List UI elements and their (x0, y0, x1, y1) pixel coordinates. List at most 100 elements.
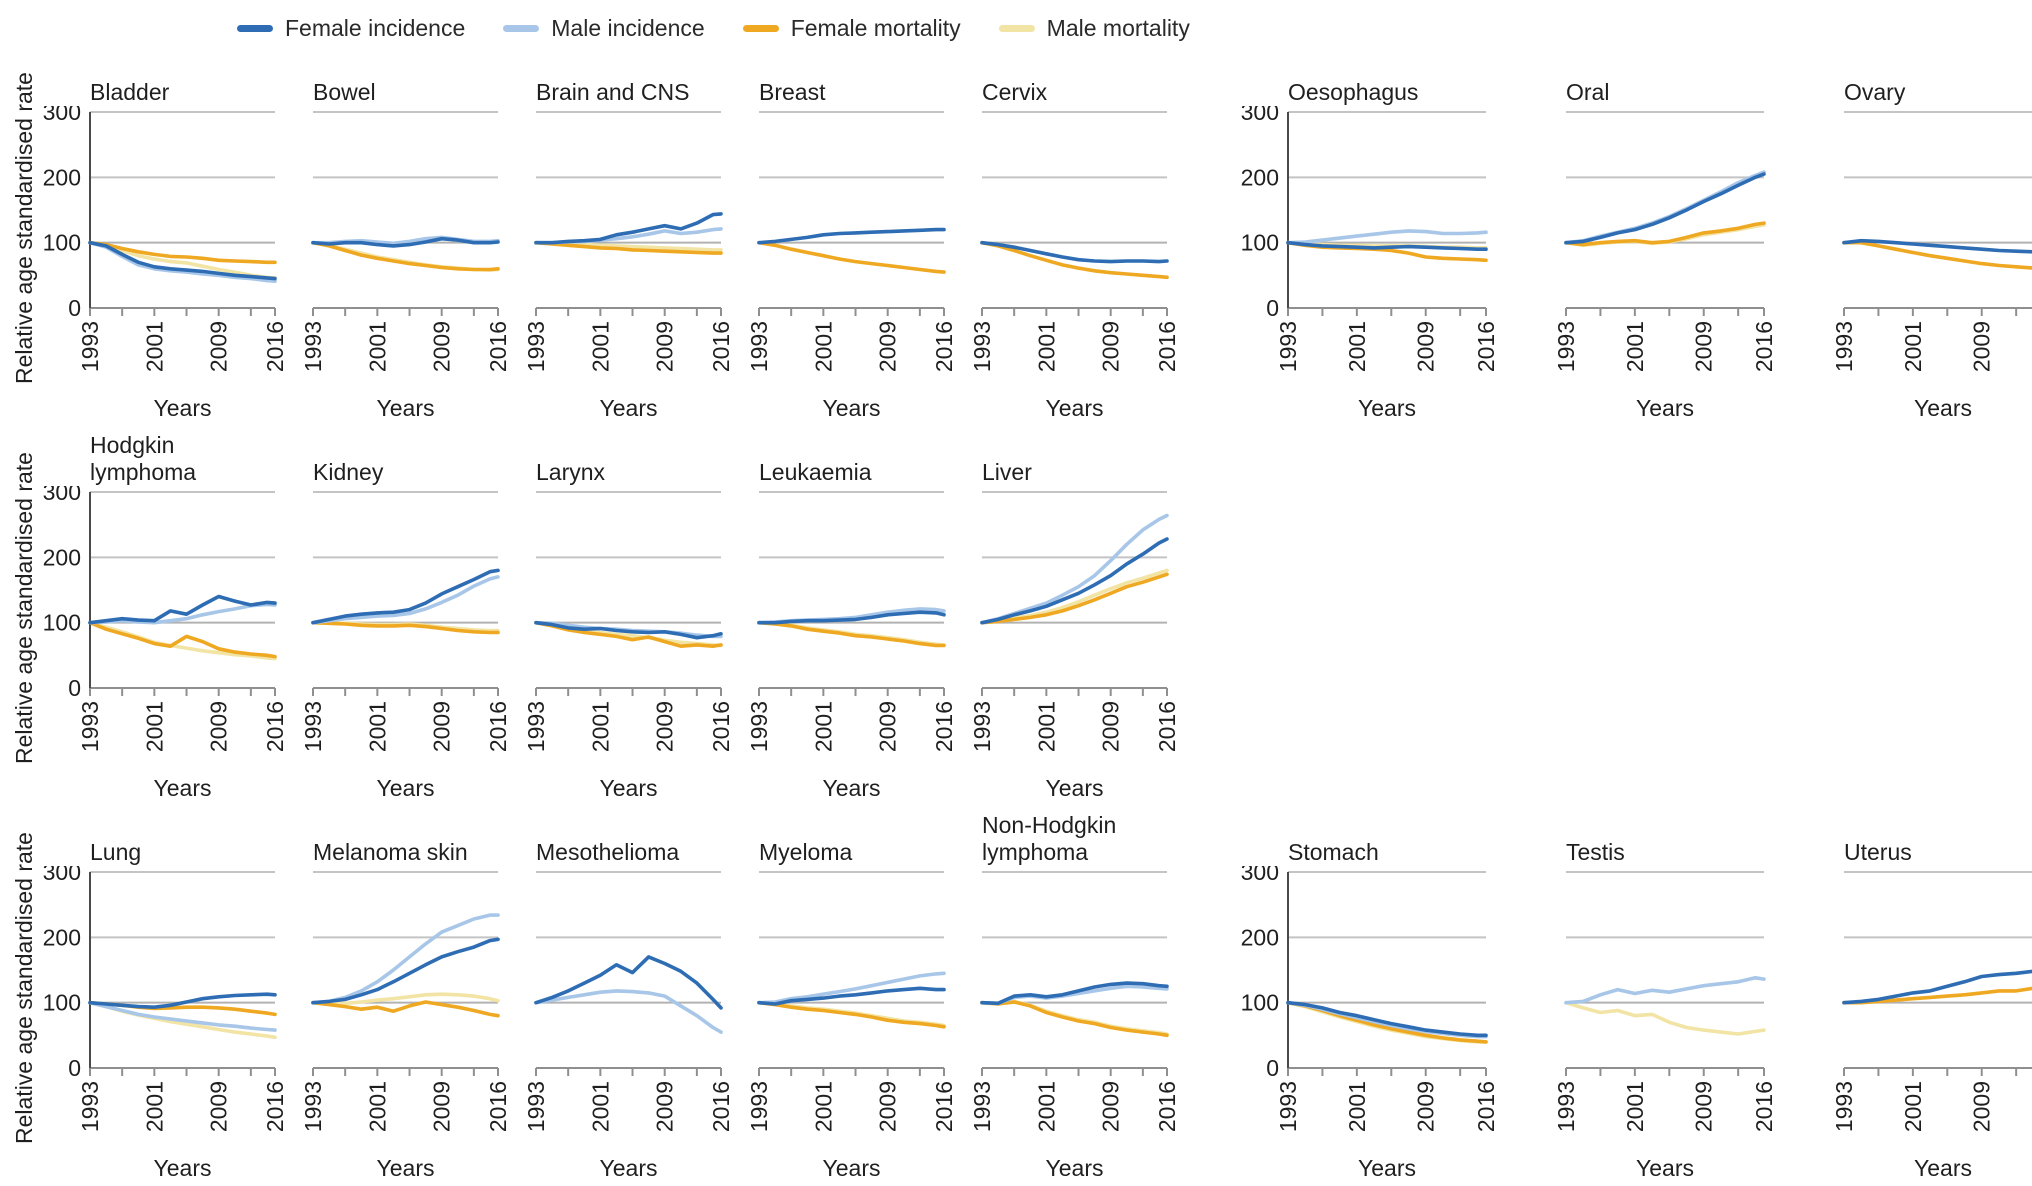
svg-text:Years: Years (823, 1155, 881, 1181)
svg-text:2009: 2009 (206, 1081, 232, 1132)
legend-label: Female incidence (285, 14, 466, 41)
svg-text:0: 0 (1266, 1055, 1279, 1081)
svg-text:200: 200 (1241, 164, 1279, 190)
chart-panel: Oesophagus 0 100 200 300 1993 2001 2009 2016 Year… (1240, 48, 1494, 426)
svg-text:Years: Years (377, 395, 435, 421)
svg-text:2009: 2009 (206, 321, 232, 372)
svg-text:100: 100 (1241, 990, 1279, 1016)
chart-panel: Bowel 1993 2001 2009 2016 Years (303, 48, 506, 426)
svg-text:Years: Years (1046, 395, 1104, 421)
legend-label: Male mortality (1046, 14, 1190, 41)
svg-text:2001: 2001 (1622, 1081, 1648, 1132)
panel-plot: 1993 2001 2009 2016 Years (749, 871, 952, 1181)
panel-group-row1-left: Bladder 0 100 200 300 1993 2001 2009 2016 Years Bo… (42, 48, 1195, 426)
panel-title: Ovary (1844, 79, 1906, 105)
svg-text:2016: 2016 (931, 701, 952, 752)
svg-text:300: 300 (43, 486, 81, 505)
svg-text:2016: 2016 (1154, 701, 1175, 752)
panel-plot: 1993 2001 2009 2016 Years (1556, 111, 1772, 421)
svg-text:2016: 2016 (485, 701, 506, 752)
panel-plot: 1993 2001 2009 2016 Years (303, 871, 506, 1181)
chart-panel: Myeloma 1993 2001 2009 2016 Years (749, 808, 952, 1186)
panel-group-row3-left: Lung 0 100 200 300 1993 2001 2009 2016 Years Melan… (42, 808, 1195, 1186)
svg-text:2009: 2009 (1969, 1081, 1995, 1132)
svg-text:1993: 1993 (77, 321, 103, 372)
svg-text:1993: 1993 (1275, 1081, 1301, 1132)
chart-panel: Ovary 1993 2001 2009 2016 Years (1834, 48, 2032, 426)
svg-text:2009: 2009 (429, 701, 455, 752)
panel-title: Hodgkin lymphoma (90, 432, 197, 485)
legend: Female incidence Male incidence Female mor… (237, 10, 2032, 46)
svg-text:Years: Years (1358, 1155, 1416, 1181)
svg-text:300: 300 (1241, 106, 1279, 125)
svg-text:2016: 2016 (2029, 1081, 2032, 1132)
svg-text:2001: 2001 (141, 701, 167, 752)
panel-plot: 0 100 200 300 1993 2001 2009 2016 Years (43, 866, 283, 1181)
svg-text:Years: Years (154, 775, 212, 801)
svg-text:Years: Years (377, 1155, 435, 1181)
svg-text:Years: Years (1046, 1155, 1104, 1181)
chart-panel: Non-Hodgkin lymphoma 1993 2001 2009 2016 Year… (972, 808, 1175, 1186)
svg-text:Years: Years (823, 395, 881, 421)
svg-text:2001: 2001 (141, 321, 167, 372)
svg-text:0: 0 (68, 675, 81, 701)
svg-text:2016: 2016 (1473, 1081, 1494, 1132)
svg-text:300: 300 (43, 866, 81, 885)
panel-title: Non-Hodgkin lymphoma (982, 812, 1117, 865)
panel-title: Bowel (313, 79, 376, 105)
svg-text:2016: 2016 (485, 321, 506, 372)
chart-panel: Liver 1993 2001 2009 2016 Years (972, 428, 1175, 806)
svg-text:2009: 2009 (1098, 321, 1124, 372)
svg-text:1993: 1993 (749, 701, 772, 752)
panel-plot: 1993 2001 2009 2016 Years (972, 111, 1175, 421)
panel-plot: 1993 2001 2009 2016 Years (972, 491, 1175, 801)
panel-title: Bladder (90, 79, 170, 105)
svg-text:1993: 1993 (526, 321, 549, 372)
svg-text:Years: Years (1046, 775, 1104, 801)
panel-title: Cervix (982, 79, 1048, 105)
svg-text:Years: Years (377, 775, 435, 801)
svg-text:2009: 2009 (1413, 1081, 1439, 1132)
panel-title: Oesophagus (1288, 79, 1419, 105)
chart-panel: Breast 1993 2001 2009 2016 Years (749, 48, 952, 426)
svg-text:2016: 2016 (262, 1081, 283, 1132)
svg-text:2016: 2016 (708, 321, 729, 372)
svg-text:0: 0 (68, 295, 81, 321)
svg-text:Years: Years (600, 1155, 658, 1181)
figure: Female incidence Male incidence Female mor… (0, 10, 2032, 1184)
chart-panel: Bladder 0 100 200 300 1993 2001 2009 2016 Years (42, 48, 283, 426)
panel-plot: 0 100 200 300 1993 2001 2009 2016 Years (43, 486, 283, 801)
svg-text:300: 300 (1241, 866, 1279, 885)
panel-plot: 1993 2001 2009 2016 Years (303, 111, 506, 421)
panel-group-row1-right: Oesophagus 0 100 200 300 1993 2001 2009 2016 Year… (1240, 48, 2032, 426)
chart-panel: Melanoma skin 1993 2001 2009 2016 Years (303, 808, 506, 1186)
panel-title: Liver (982, 459, 1032, 485)
panel-title: Oral (1566, 79, 1610, 105)
svg-text:2009: 2009 (652, 321, 678, 372)
panel-plot: 1993 2001 2009 2016 Years (749, 111, 952, 421)
svg-text:Years: Years (600, 395, 658, 421)
svg-text:1993: 1993 (972, 1081, 995, 1132)
panel-title: Myeloma (759, 839, 853, 865)
chart-panel: Leukaemia 1993 2001 2009 2016 Years (749, 428, 952, 806)
svg-text:2001: 2001 (1033, 321, 1059, 372)
panel-title: Larynx (536, 459, 606, 485)
svg-text:1993: 1993 (749, 1081, 772, 1132)
legend-label: Female mortality (790, 14, 961, 41)
svg-text:Years: Years (823, 775, 881, 801)
svg-text:2001: 2001 (1622, 321, 1648, 372)
svg-text:2001: 2001 (587, 1081, 613, 1132)
svg-text:200: 200 (43, 924, 81, 950)
svg-text:2001: 2001 (364, 1081, 390, 1132)
svg-text:1993: 1993 (77, 701, 103, 752)
svg-text:2009: 2009 (1098, 1081, 1124, 1132)
svg-text:100: 100 (1241, 230, 1279, 256)
svg-text:2009: 2009 (652, 701, 678, 752)
svg-text:2009: 2009 (652, 1081, 678, 1132)
svg-text:2016: 2016 (708, 701, 729, 752)
svg-text:Years: Years (1914, 1155, 1972, 1181)
panel-title: Melanoma skin (313, 839, 468, 865)
svg-text:2009: 2009 (1413, 321, 1439, 372)
svg-text:2009: 2009 (429, 1081, 455, 1132)
svg-text:2009: 2009 (875, 321, 901, 372)
